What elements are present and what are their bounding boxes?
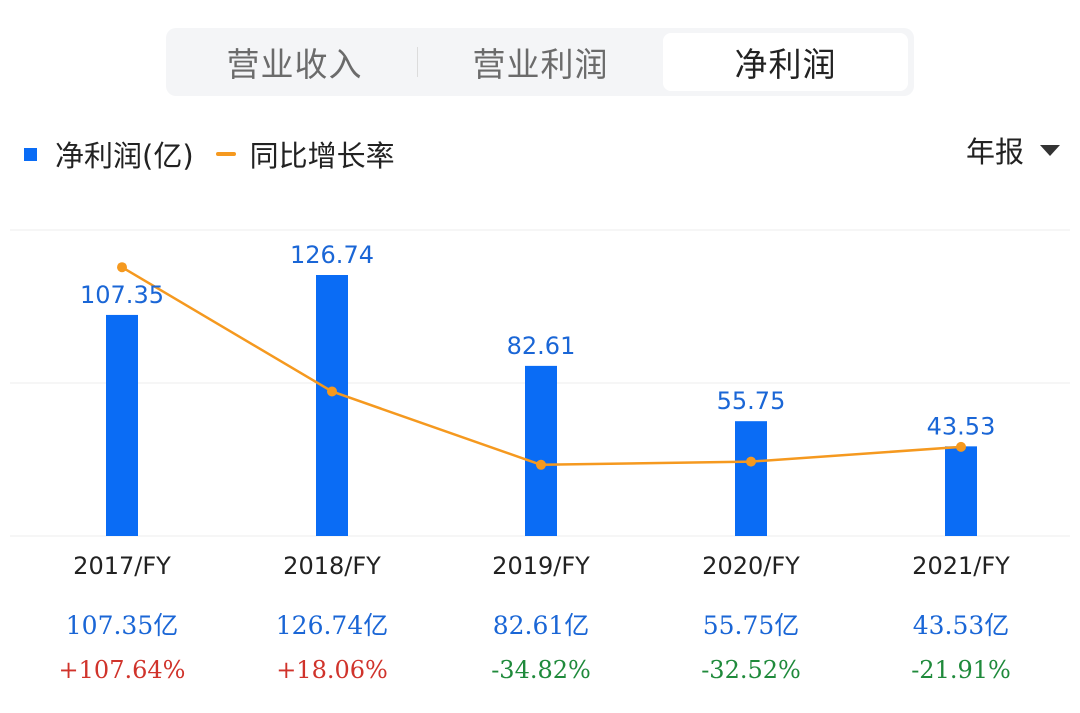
metric-tab-bar: 营业收入 营业利润 净利润 <box>166 28 914 96</box>
table-yoy-cell: -21.91% <box>911 656 1011 684</box>
legend-item-yoy[interactable]: 同比增长率 <box>215 133 395 175</box>
x-tick-label: 2019/FY <box>492 552 590 580</box>
table-yoy-cell: +107.64% <box>58 656 186 684</box>
bar-value-label: 126.74 <box>290 241 374 269</box>
tab-divider <box>417 47 418 77</box>
x-tick-label: 2018/FY <box>283 552 381 580</box>
tab-revenue[interactable]: 营业收入 <box>226 45 363 84</box>
table-value-cell: 126.74亿 <box>275 611 389 640</box>
yoy-point <box>536 459 546 470</box>
table-value-cell: 107.35亿 <box>65 611 179 640</box>
bar <box>525 365 557 536</box>
period-dropdown[interactable]: 年报 <box>966 128 1060 172</box>
x-tick-label: 2017/FY <box>73 552 171 580</box>
tab-net-profit[interactable]: 净利润 <box>663 33 908 91</box>
table-value-cell: 55.75亿 <box>702 611 800 640</box>
bar <box>735 421 767 536</box>
yoy-point <box>746 456 756 467</box>
table-value-cell: 43.53亿 <box>912 611 1010 640</box>
table-yoy-cell: +18.06% <box>276 656 388 684</box>
caret-down-icon <box>1040 144 1060 156</box>
table-value-cell: 82.61亿 <box>492 611 590 640</box>
yoy-point <box>117 262 127 273</box>
legend-item-net-profit[interactable]: 净利润(亿) <box>24 133 194 175</box>
legend-label-net-profit: 净利润(亿) <box>55 139 194 173</box>
bar <box>945 446 977 536</box>
x-tick-label: 2020/FY <box>702 552 800 580</box>
legend-label-yoy: 同比增长率 <box>249 139 395 173</box>
x-tick-label: 2021/FY <box>912 552 1010 580</box>
line-swatch-icon <box>215 152 236 156</box>
bar-value-label: 82.61 <box>507 332 576 360</box>
bar <box>316 275 348 536</box>
tab-operating-profit[interactable]: 营业利润 <box>472 45 609 84</box>
chart-legend: 净利润(亿) 同比增长率 <box>24 132 417 176</box>
yoy-point <box>956 441 966 452</box>
bar-value-label: 55.75 <box>717 387 786 415</box>
period-dropdown-label: 年报 <box>965 135 1024 169</box>
bar-value-label: 107.35 <box>80 281 164 309</box>
table-yoy-cell: -34.82% <box>491 656 591 684</box>
yoy-point <box>327 386 337 397</box>
table-yoy-cell: -32.52% <box>701 656 801 684</box>
bar <box>106 314 138 536</box>
bar-swatch-icon <box>24 147 37 161</box>
bar-value-label: 43.53 <box>927 412 996 440</box>
